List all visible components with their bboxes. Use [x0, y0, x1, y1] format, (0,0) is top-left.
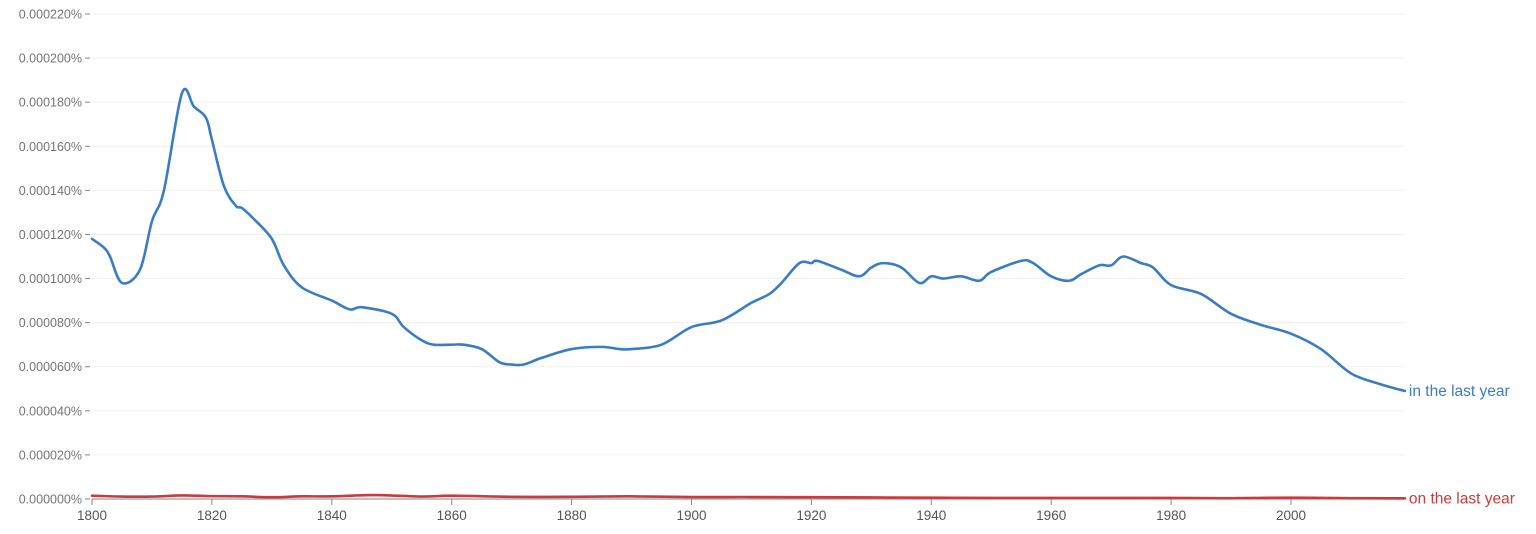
x-tick-label: 1800: [77, 508, 107, 523]
series-line-in-the-last-year[interactable]: [90, 87, 1407, 393]
series-label-in-the-last-year[interactable]: in the last year: [1409, 383, 1510, 400]
y-tick-label: 0.000200%: [19, 52, 82, 66]
x-tick-label: 1920: [796, 508, 826, 523]
x-tick-label: 1900: [676, 508, 706, 523]
series-lines: [90, 87, 1407, 500]
x-tick-label: 1980: [1156, 508, 1186, 523]
x-tick-label: 2000: [1276, 508, 1306, 523]
x-tick-label: 1840: [317, 508, 347, 523]
x-tick-label: 1960: [1036, 508, 1066, 523]
y-tick-label: 0.000080%: [19, 316, 82, 330]
y-axis: 0.000000% 0.000020% 0.000040% 0.000060% 0.00…: [19, 8, 90, 507]
series-line-on-the-last-year[interactable]: [90, 493, 1407, 500]
y-tick-label: 0.000040%: [19, 404, 82, 418]
x-axis: 1800 1820 1840 1860 1880 1900 1920 1940 1960 1980…: [77, 498, 1405, 523]
y-tick-label: 0.000140%: [19, 184, 82, 198]
x-tick-label: 1940: [916, 508, 946, 523]
y-tick-label: 0.000020%: [19, 448, 82, 462]
y-tick-label: 0.000180%: [19, 96, 82, 110]
x-tick-label: 1820: [197, 508, 227, 523]
series-label-on-the-last-year[interactable]: on the last year: [1409, 490, 1515, 507]
y-tick-label: 0.000120%: [19, 228, 82, 242]
y-tick-label: 0.000060%: [19, 360, 82, 374]
y-tick-label: 0.000220%: [19, 8, 82, 22]
grid-lines: [92, 13, 1405, 456]
y-tick-label: 0.000160%: [19, 140, 82, 154]
y-tick-label: 0.000100%: [19, 272, 82, 286]
x-tick-label: 1860: [437, 508, 467, 523]
x-tick-label: 1880: [557, 508, 587, 523]
series-labels: in the last year on the last year: [1409, 383, 1515, 507]
y-tick-label: 0.000000%: [19, 493, 82, 507]
